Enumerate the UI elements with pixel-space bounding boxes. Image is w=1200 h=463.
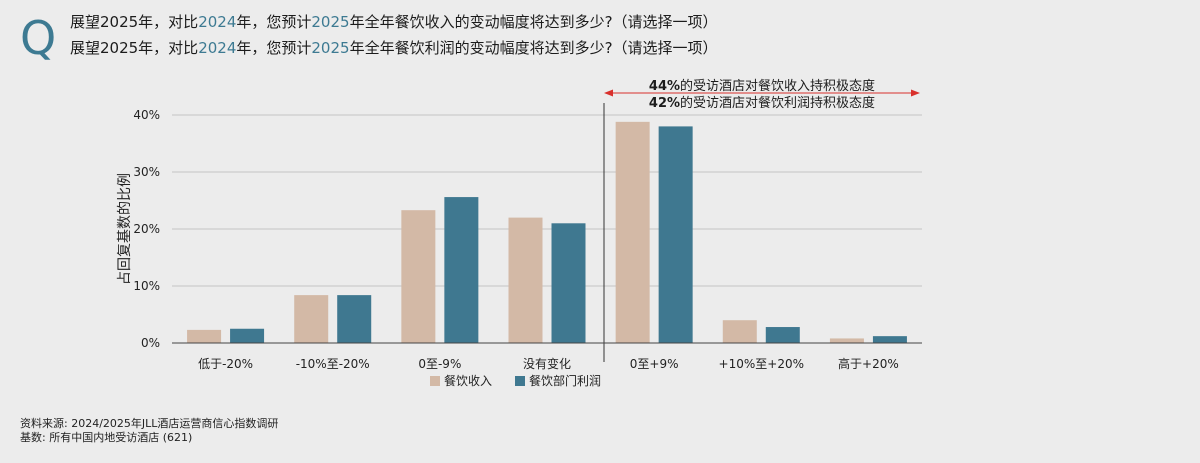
y-tick-label: 30% — [133, 165, 160, 179]
bar-profit — [230, 328, 265, 343]
positive-annotation: 44%的受访酒店对餐饮收入持积极态度 42%的受访酒店对餐饮利润持积极态度 — [604, 78, 920, 111]
arrow-right-icon — [911, 89, 920, 97]
x-tick-label: +10%至+20% — [719, 357, 804, 371]
bar-profit — [444, 197, 479, 343]
q-mark: Q — [20, 11, 57, 65]
y-tick-label: 40% — [133, 108, 160, 122]
x-tick-label: 高于+20% — [838, 356, 899, 371]
legend: 餐饮收入 餐饮部门利润 — [430, 373, 601, 388]
footnote-source: 资料来源: 2024/2025年JLL酒店运营商信心指数调研 — [20, 417, 279, 430]
bar-revenue — [187, 329, 222, 343]
bar-profit — [337, 295, 372, 343]
bar-revenue — [829, 338, 864, 343]
x-tick-labels: 低于-20% -10%至-20% 0至-9% 没有变化 0至+9% +10%至+20% 高于… — [198, 356, 899, 371]
question-text: 年全年餐饮收入的变动幅度将达到多少?（请选择一项） — [349, 13, 718, 31]
bar-profit — [658, 126, 693, 344]
x-tick-label: 低于-20% — [198, 357, 253, 371]
y-tick-label: 20% — [133, 222, 160, 236]
bar-profit — [551, 223, 586, 343]
question-profit: 展望2025年，对比2024年，您预计2025年全年餐饮利润的变动幅度将达到多少… — [70, 38, 718, 58]
bar-profit — [872, 336, 907, 343]
bar-revenue — [401, 210, 436, 343]
footnote-base: 基数: 所有中国内地受访酒店 (621) — [20, 431, 193, 444]
y-axis-label: 占回复基数的比例 — [116, 173, 133, 285]
question-year: 2024 — [198, 13, 237, 31]
bars — [187, 121, 907, 344]
annotation-line-2: 42%的受访酒店对餐饮利润持积极态度 — [649, 95, 875, 111]
question-text: 展望2025年，对比 — [70, 13, 199, 31]
x-tick-label: 0至-9% — [418, 357, 461, 371]
bar-profit — [765, 327, 800, 343]
question-text: 年，您预计 — [236, 13, 312, 31]
annotation-line-1: 44%的受访酒店对餐饮收入持积极态度 — [649, 78, 875, 94]
y-tick-labels: 0% 10% 20% 30% 40% — [133, 108, 160, 350]
question-text: 年，您预计 — [236, 39, 312, 57]
gridlines — [172, 114, 922, 287]
arrow-left-icon — [604, 89, 613, 97]
y-tick-label: 0% — [141, 336, 160, 350]
bar-revenue — [508, 217, 543, 343]
question-revenue: 展望2025年，对比2024年，您预计2025年全年餐饮收入的变动幅度将达到多少… — [70, 12, 718, 32]
legend-label-revenue: 餐饮收入 — [444, 373, 492, 388]
x-tick-label: 0至+9% — [630, 357, 679, 371]
question-year: 2025 — [311, 39, 350, 57]
x-tick-label: -10%至-20% — [296, 357, 370, 371]
legend-swatch-profit — [515, 376, 525, 386]
y-tick-label: 10% — [133, 279, 160, 293]
bar-revenue — [722, 320, 757, 343]
x-tick-label: 没有变化 — [523, 356, 571, 371]
legend-label-profit: 餐饮部门利润 — [529, 373, 601, 388]
question-year: 2025 — [311, 13, 350, 31]
bar-revenue — [615, 121, 650, 343]
legend-swatch-revenue — [430, 376, 440, 386]
question-text: 年全年餐饮利润的变动幅度将达到多少?（请选择一项） — [349, 39, 718, 57]
question-text: 展望2025年，对比 — [70, 39, 199, 57]
bar-revenue — [294, 295, 329, 343]
question-year: 2024 — [198, 39, 237, 57]
